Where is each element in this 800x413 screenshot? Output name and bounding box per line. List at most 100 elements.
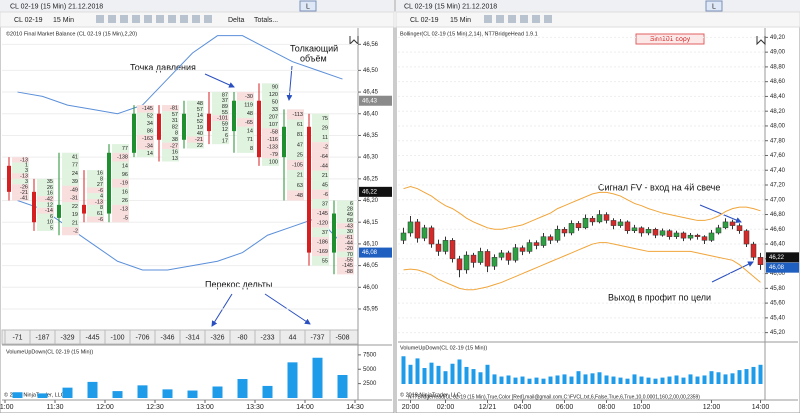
footprint-cell: -31: [70, 196, 78, 202]
y-tick-label: 46,05: [363, 263, 379, 269]
cell-bg: [187, 106, 204, 113]
x-tick-label: 12/21: [479, 404, 497, 411]
cell-bg: [62, 161, 79, 170]
y-tick-label: 2500: [363, 381, 377, 387]
candle-body: [484, 251, 491, 267]
left-toolbar-icons: [96, 15, 212, 23]
footprint-cell: 55: [322, 258, 328, 264]
cell-bg: [137, 134, 154, 143]
cell-bg: [337, 257, 354, 263]
footprint-cell: 82: [172, 124, 178, 130]
y-tick-label: 7500: [363, 352, 377, 358]
candle-body: [680, 232, 687, 239]
copyright: © 2018 NinjaTrader, LLC: [400, 391, 461, 398]
cell-bg: [187, 100, 204, 107]
volume-bar: [674, 375, 679, 384]
footprint-cell: 8: [100, 205, 103, 211]
cell-bg: [212, 132, 229, 139]
volume-bar: [422, 368, 427, 384]
right-toolbar-icons: [484, 15, 552, 23]
y-tick-label: 46,15: [363, 220, 379, 226]
footprint-cell: 3: [25, 168, 28, 174]
x-tick-label: 10:00: [633, 404, 651, 411]
footprint-cell: -163: [142, 136, 153, 142]
volume-title: VolumeUpDown(CL 02-19 (15 Min)): [400, 345, 487, 351]
volume-bar: [499, 376, 504, 384]
footprint-cell: 16: [122, 189, 128, 195]
cell-bg: [112, 152, 129, 162]
candle-body: [526, 242, 533, 252]
toolbar-item[interactable]: 15 Min: [53, 17, 74, 24]
cell-bg: [162, 148, 179, 156]
price-marker: [359, 247, 392, 258]
cell-bg: [12, 173, 29, 179]
candle-body: [638, 227, 645, 234]
right-chart-label: Bollinger(CL 02-19 (15 Min),2,14), NT7Br…: [400, 31, 538, 37]
volume-bar: [695, 376, 700, 384]
candle-body: [736, 225, 743, 232]
price-marker-label: 46,22: [769, 255, 785, 261]
cell-bg: [237, 144, 254, 153]
toolbar-item[interactable]: CL 02-19: [14, 17, 43, 24]
candle-body: [589, 217, 596, 223]
cell-bg: [312, 161, 329, 171]
price-marker: [766, 262, 799, 273]
cell-bg: [112, 213, 129, 223]
volume-bar: [287, 362, 298, 398]
cell-bg: [337, 240, 354, 246]
delta-value: -445: [85, 334, 99, 341]
volume-bar: [737, 370, 742, 384]
price-marker-label: 46,22: [362, 189, 378, 195]
right-collapse-icon[interactable]: [756, 36, 766, 46]
volume-bar: [443, 371, 448, 384]
footprint-cell: 34: [147, 121, 153, 127]
footprint-cell: 16: [172, 150, 178, 156]
cell-bg: [237, 126, 254, 136]
cell-bg: [212, 92, 229, 98]
volume-bar: [429, 362, 434, 384]
candle-body: [449, 240, 456, 260]
delta-value: -508: [335, 334, 349, 341]
x-tick-label: 11:30: [47, 404, 64, 411]
left-link-button[interactable]: [299, 0, 317, 12]
candle-body: [470, 254, 477, 263]
cell-bg: [337, 206, 354, 212]
cell-bg: [212, 97, 229, 104]
volume-bar: [237, 379, 248, 398]
cell-bg: [137, 127, 154, 135]
left-collapse-icon[interactable]: [349, 36, 359, 46]
toolbar-item[interactable]: CL 02-19: [410, 17, 439, 24]
candle-body: [400, 232, 407, 241]
toolbar-item[interactable]: Delta: [228, 17, 244, 24]
cell-bg: [312, 123, 329, 133]
y-tick-label: 45,80: [770, 286, 786, 292]
footprint-cell: 16: [47, 191, 53, 197]
toolbar-item[interactable]: Totals...: [254, 17, 278, 24]
candle-body: [207, 113, 211, 132]
footprint-cell: 48: [197, 101, 203, 107]
footprint-cell: 50: [272, 100, 278, 106]
cell-bg: [287, 129, 304, 140]
toolbar-item[interactable]: 15 Min: [450, 17, 471, 24]
right-link-button[interactable]: [705, 0, 723, 12]
footprint-cell: 4: [100, 194, 103, 200]
footprint-cell: 3: [25, 179, 28, 185]
cell-bg: [287, 190, 304, 201]
footprint-cell: -14: [45, 208, 53, 214]
footprint-cell: 207: [269, 115, 278, 121]
footprint-cell: 61: [97, 211, 103, 217]
x-tick-label: 12:00: [703, 404, 721, 411]
footprint-cell: 21: [322, 173, 328, 179]
delta-value: -233: [260, 334, 274, 341]
cell-bg: [112, 196, 129, 205]
volume-bar: [401, 356, 406, 384]
candle-body: [491, 257, 498, 267]
footprint-cell: 1: [25, 163, 28, 169]
cell-bg: [37, 184, 54, 191]
price-marker-label: 46,08: [769, 265, 785, 271]
y-tick-label: 45,60: [770, 301, 786, 307]
cell-bg: [162, 130, 179, 137]
cell-bg: [337, 228, 354, 235]
candle-body: [666, 230, 673, 237]
